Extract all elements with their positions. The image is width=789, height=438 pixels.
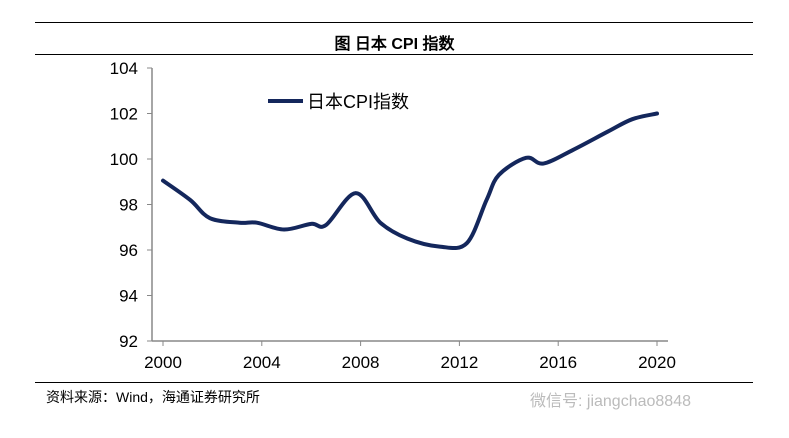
x-tick-label: 2000 [144, 353, 182, 372]
y-tick-label: 102 [110, 105, 138, 124]
y-tick-label: 104 [110, 59, 138, 78]
y-tick-label: 92 [119, 332, 138, 351]
legend-label: 日本CPI指数 [307, 92, 409, 112]
watermark: 微信号: jiangchao8848 [530, 393, 691, 410]
cpi-series-line [161, 111, 659, 251]
x-tick-label: 2016 [539, 353, 577, 372]
title-rule [35, 54, 753, 55]
x-tick-label: 2004 [243, 353, 281, 372]
top-rule [35, 22, 753, 23]
source-note: 资料来源：Wind，海通证券研究所 [46, 389, 260, 405]
x-tick-label: 2008 [342, 353, 380, 372]
y-tick-label: 100 [110, 150, 138, 169]
y-tick-label: 94 [119, 287, 138, 306]
chart-title: 图 日本 CPI 指数 [334, 36, 455, 53]
x-tick-label: 2012 [440, 353, 478, 372]
x-tick-label: 2020 [638, 353, 676, 372]
y-tick-label: 96 [119, 241, 138, 260]
y-tick-label: 98 [119, 196, 138, 215]
bottom-rule [35, 382, 753, 383]
